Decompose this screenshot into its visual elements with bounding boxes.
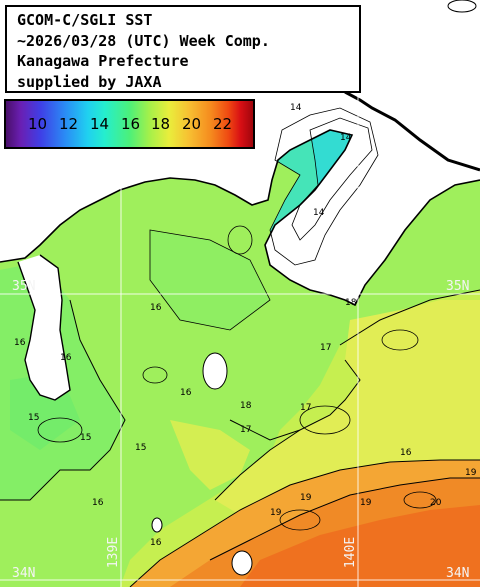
coastline-izu <box>17 254 71 401</box>
contour-18 <box>214 429 301 501</box>
contour-eddy-a <box>299 405 351 435</box>
lon-label-139: 139E <box>106 536 122 569</box>
coastline-boso <box>344 90 480 172</box>
sst-color-legend: 10 12 14 16 18 20 22 <box>4 99 255 149</box>
island-topright <box>447 0 477 13</box>
legend-tick-10: 10 <box>28 115 48 133</box>
contour-label: 16 <box>14 338 26 348</box>
legend-labels: 10 12 14 16 18 20 22 <box>6 115 253 135</box>
legend-tick-16: 16 <box>121 115 141 133</box>
contour-label: 16 <box>150 538 162 548</box>
contour-19 <box>129 459 480 587</box>
contour-label: 16 <box>150 303 162 313</box>
contour-label: 19 <box>270 508 282 518</box>
contour-label: 17 <box>240 425 251 435</box>
contour-label: 17 <box>300 403 311 413</box>
legend-tick-22: 22 <box>213 115 233 133</box>
legend-tick-14: 14 <box>90 115 110 133</box>
island-toshima <box>151 517 163 533</box>
contour-16-c <box>149 229 271 331</box>
contour-label: 18 <box>240 401 252 411</box>
contour-eddy-c <box>227 225 253 255</box>
lon-label-140: 140E <box>343 536 359 569</box>
island-oshima <box>202 352 228 390</box>
title-line-3: Kanagawa Prefecture <box>17 52 189 70</box>
sst-21-zone <box>240 505 480 587</box>
contour-label: 16 <box>92 498 104 508</box>
contour-label: 15 <box>135 443 146 453</box>
contour-labels: 16 15 16 15 16 15 16 17 16 17 16 17 18 18 16 19 19 19 20 19… <box>14 103 477 548</box>
lat-label-34-right: 34N <box>446 566 470 581</box>
contour-eddy-e <box>279 509 321 531</box>
contour-label: 20 <box>430 498 442 508</box>
contour-label: 14 <box>313 208 325 218</box>
contour-eddy-f <box>403 491 437 509</box>
contour-label: 16 <box>400 448 412 458</box>
land-izu <box>18 255 70 400</box>
contour-label: 19 <box>360 498 372 508</box>
coastline <box>0 129 480 307</box>
contour-16-west <box>0 299 126 501</box>
contour-label: 16 <box>60 353 72 363</box>
contour-17 <box>339 289 480 346</box>
contour-20 <box>209 477 480 561</box>
island-niijima <box>231 550 253 576</box>
contour-label: 15 <box>80 433 91 443</box>
land-boso <box>345 0 480 170</box>
contour-label: 16 <box>180 388 192 398</box>
legend-tick-18: 18 <box>151 115 171 133</box>
sst-18-zone-b <box>170 420 250 490</box>
contour-label: 18 <box>345 298 357 308</box>
contour-eddy-g <box>37 417 83 443</box>
contour-17b <box>229 359 361 441</box>
contour-label: 14 <box>340 133 352 143</box>
contour-14-bay <box>291 117 373 241</box>
contour-15-bay <box>269 107 379 266</box>
title-line-1: GCOM-C/SGLI SST <box>17 11 153 29</box>
title-line-2: ~2026/03/28 (UTC) Week Comp. <box>17 31 270 50</box>
contour-eddy-d <box>142 366 168 384</box>
legend-tick-12: 12 <box>59 115 79 133</box>
contour-label: 15 <box>28 413 39 423</box>
contour-label: 14 <box>290 103 302 113</box>
title-box: GCOM-C/SGLI SST ~2026/03/28 (UTC) Week C… <box>5 5 361 93</box>
legend-tick-20: 20 <box>182 115 202 133</box>
title-line-4: supplied by JAXA <box>17 72 162 91</box>
contour-label: 17 <box>320 343 331 353</box>
lat-label-34-left: 34N <box>12 566 36 581</box>
lat-label-35-right: 35N <box>446 279 470 294</box>
contour-label: 19 <box>300 493 312 503</box>
lat-label-35-left: 35N <box>12 279 36 294</box>
contour-label: 19 <box>465 468 477 478</box>
contour-eddy-b <box>381 329 419 351</box>
